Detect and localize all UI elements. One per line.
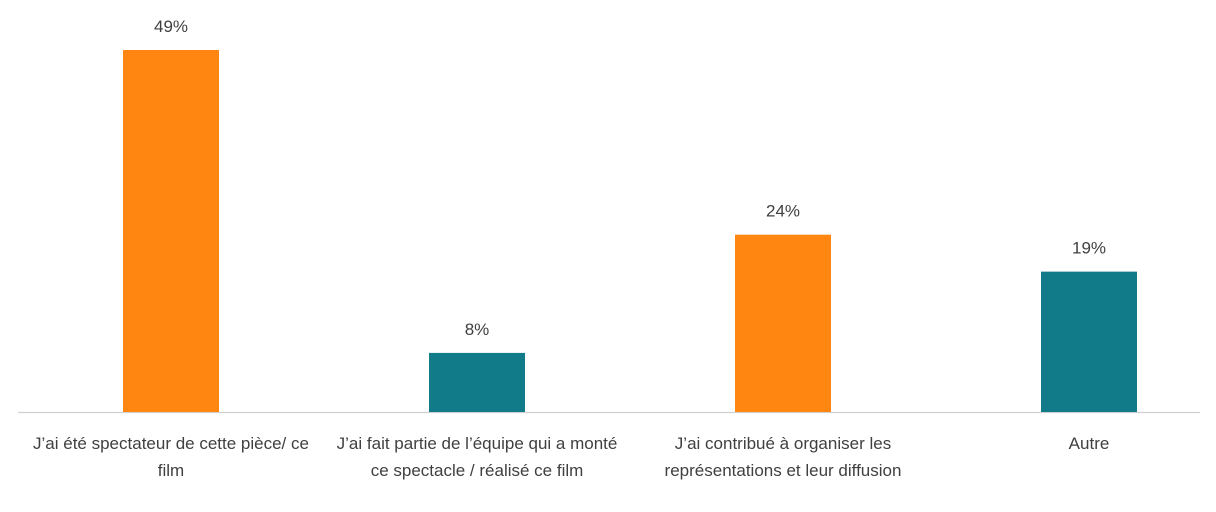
- bar: [1041, 271, 1137, 412]
- value-label: 8%: [465, 320, 490, 339]
- bar: [735, 234, 831, 412]
- x-tick-label: J’ai contribué à organiser les représent…: [664, 434, 902, 480]
- x-tick-label: J’ai fait partie de l’équipe qui a monté…: [336, 434, 618, 480]
- bar: [429, 352, 525, 412]
- bar: [123, 50, 219, 412]
- value-label: 49%: [154, 17, 188, 36]
- value-label: 19%: [1072, 239, 1106, 258]
- x-tick-label: J’ai été spectateur de cette pièce/ ce f…: [33, 434, 309, 480]
- x-tick-label: Autre: [1068, 434, 1110, 453]
- value-label: 24%: [766, 202, 800, 221]
